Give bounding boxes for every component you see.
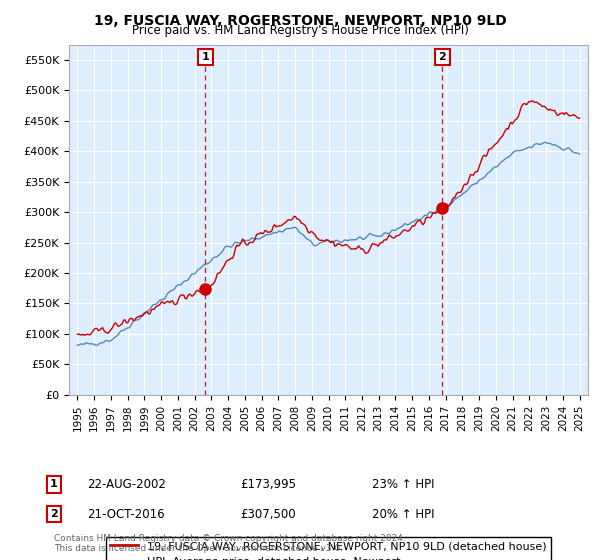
Legend: 19, FUSCIA WAY, ROGERSTONE, NEWPORT, NP10 9LD (detached house), HPI: Average pri: 19, FUSCIA WAY, ROGERSTONE, NEWPORT, NP1…: [106, 537, 551, 560]
Text: 22-AUG-2002: 22-AUG-2002: [87, 478, 166, 491]
Text: Price paid vs. HM Land Registry's House Price Index (HPI): Price paid vs. HM Land Registry's House …: [131, 24, 469, 37]
Text: 2: 2: [50, 509, 58, 519]
Text: £307,500: £307,500: [240, 507, 296, 521]
Text: 2: 2: [439, 52, 446, 62]
Text: 20% ↑ HPI: 20% ↑ HPI: [372, 507, 434, 521]
Text: £173,995: £173,995: [240, 478, 296, 491]
Text: 19, FUSCIA WAY, ROGERSTONE, NEWPORT, NP10 9LD: 19, FUSCIA WAY, ROGERSTONE, NEWPORT, NP1…: [94, 14, 506, 28]
Text: Contains HM Land Registry data © Crown copyright and database right 2024.
This d: Contains HM Land Registry data © Crown c…: [54, 534, 406, 553]
Text: 21-OCT-2016: 21-OCT-2016: [87, 507, 164, 521]
Text: 1: 1: [202, 52, 209, 62]
Text: 23% ↑ HPI: 23% ↑ HPI: [372, 478, 434, 491]
Text: 1: 1: [50, 479, 58, 489]
